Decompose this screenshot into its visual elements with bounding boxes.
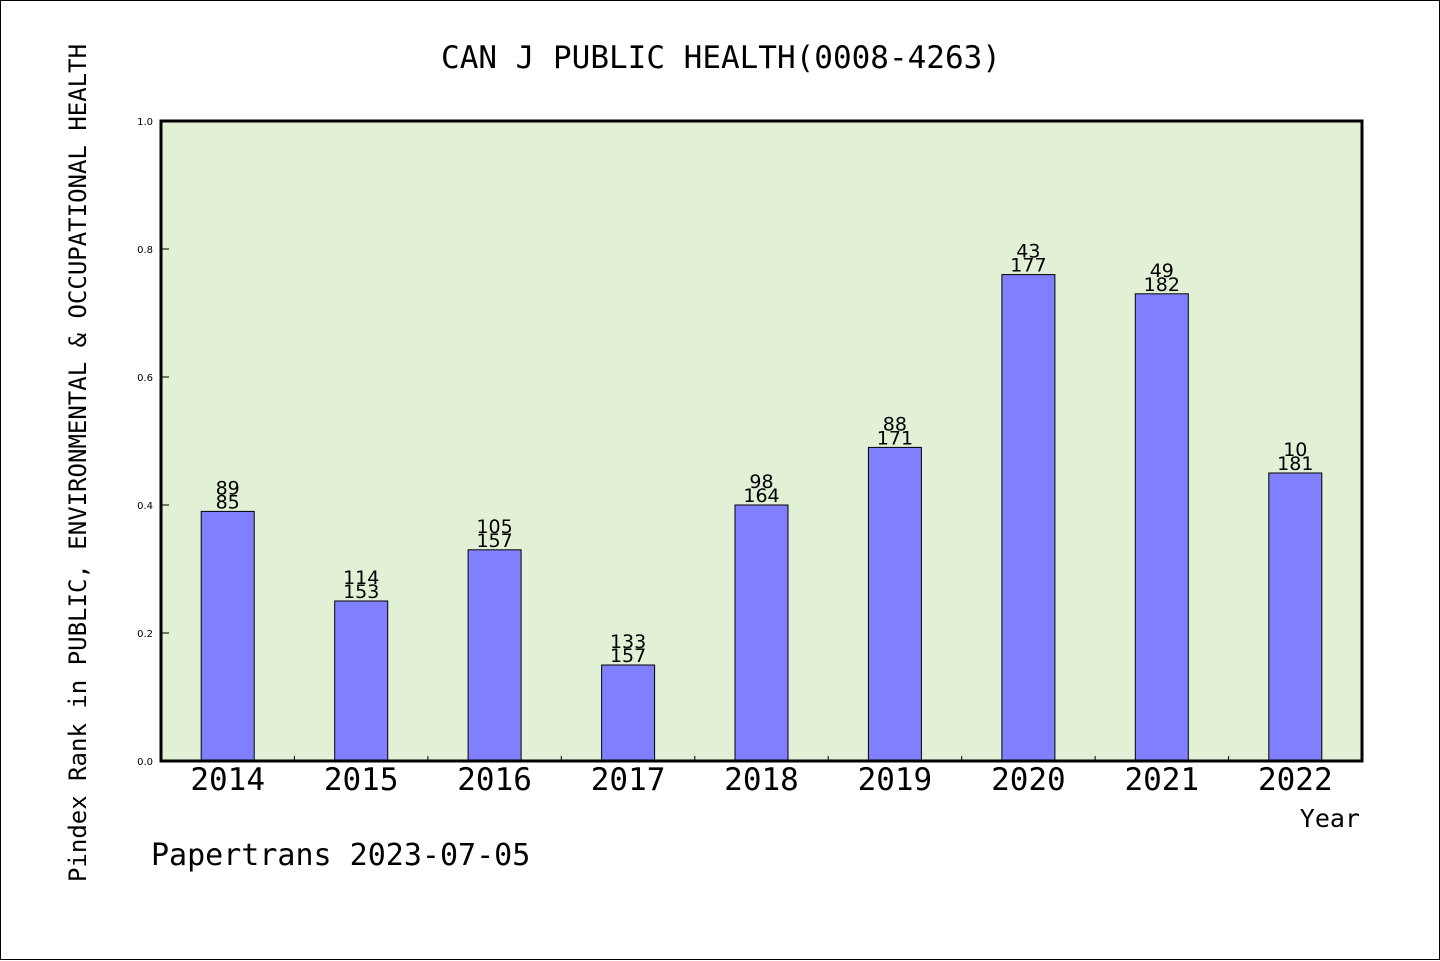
bar-label-bottom-2019: 171 [877, 427, 913, 449]
bar-label-bottom-2021: 182 [1144, 274, 1180, 296]
bar-label-bottom-2018: 164 [743, 485, 779, 507]
bar-label-top-2022: 10 [1283, 439, 1307, 461]
x-tick-label-2021: 2021 [1124, 762, 1199, 798]
footer-credit: Papertrans 2023-07-05 [151, 838, 530, 873]
bar-label-top-2018: 98 [749, 471, 773, 493]
bar-2020 [1001, 274, 1056, 762]
bar-label-bottom-2016: 157 [476, 530, 512, 552]
bar-label-bottom-2014: 85 [216, 491, 240, 513]
bar-label-top-2016: 105 [476, 516, 512, 538]
bar-2019 [867, 446, 922, 762]
bar-label-bottom-2015: 153 [343, 581, 379, 603]
y-tick-label: 0.8 [137, 245, 153, 256]
x-axis-label: Year [1300, 804, 1360, 833]
bar-label-bottom-2020: 177 [1010, 255, 1046, 277]
y-tick-label: 0.0 [137, 757, 153, 768]
bar-2016 [467, 549, 522, 762]
bar-label-top-2014: 89 [216, 477, 240, 499]
bars-layer [200, 274, 1323, 762]
x-tick-label-2017: 2017 [591, 762, 666, 798]
y-axis-label: Pindex Rank in PUBLIC, ENVIRONMENTAL & O… [64, 44, 92, 882]
bar-label-top-2021: 49 [1150, 260, 1174, 282]
plot-border [159, 119, 1364, 763]
bar-2014 [200, 510, 255, 762]
bar-2021 [1134, 293, 1189, 762]
bar-2017 [601, 664, 656, 762]
y-tick-label: 1.0 [137, 117, 153, 128]
chart-title: CAN J PUBLIC HEALTH(0008-4263) [441, 40, 1001, 76]
x-tick-label-2018: 2018 [724, 762, 799, 798]
bar-label-top-2019: 88 [883, 413, 907, 435]
x-tick-label-2015: 2015 [324, 762, 399, 798]
bar-2022 [1268, 472, 1323, 762]
x-tick-label-2014: 2014 [190, 762, 265, 798]
bar-2018 [734, 504, 789, 762]
bar-label-top-2017: 133 [610, 631, 646, 653]
bar-2015 [334, 600, 389, 762]
y-tick-label: 0.6 [137, 373, 153, 384]
bar-label-bottom-2017: 157 [610, 645, 646, 667]
x-tick-label-2016: 2016 [457, 762, 532, 798]
y-tick-label: 0.4 [137, 501, 153, 512]
bar-label-top-2020: 43 [1016, 241, 1040, 263]
x-tick-label-2019: 2019 [858, 762, 933, 798]
bar-label-top-2015: 114 [343, 567, 379, 589]
y-tick-label: 0.2 [137, 629, 153, 640]
x-tick-label-2022: 2022 [1258, 762, 1333, 798]
x-axis-ticks: 2014 2015 2016 2017 2018 2019 2020 2021 2022 [190, 756, 1333, 798]
x-tick-label-2020: 2020 [991, 762, 1066, 798]
bar-label-bottom-2022: 181 [1277, 453, 1313, 475]
